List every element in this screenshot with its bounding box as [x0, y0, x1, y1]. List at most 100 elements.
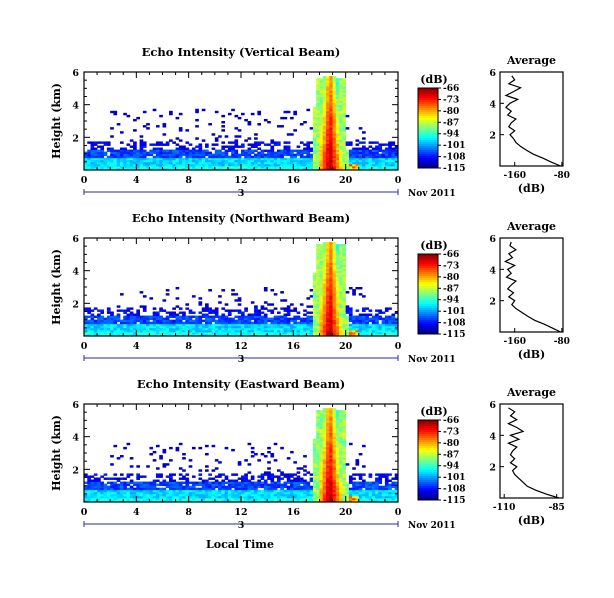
heatmap-cell	[103, 319, 108, 323]
heatmap-cell	[371, 331, 376, 335]
heatmap-cell	[205, 325, 209, 329]
heatmap-cell	[133, 161, 137, 165]
heatmap-cell	[100, 317, 105, 321]
heatmap-cell	[332, 493, 337, 497]
heatmap-cell	[241, 495, 245, 499]
heatmap-cell	[319, 272, 324, 276]
colorbar-swatch	[418, 280, 438, 283]
heatmap-cell	[339, 108, 343, 112]
heatmap-cell	[319, 483, 324, 487]
heatmap-cell	[214, 479, 219, 482]
heatmap-cell	[316, 90, 320, 93]
heatmap-cell	[342, 487, 347, 491]
heatmap-cell	[342, 442, 347, 446]
heatmap-cell	[191, 499, 196, 503]
heatmap-cell	[87, 315, 91, 319]
heatmap-cell	[263, 317, 268, 321]
heatmap-cell	[201, 327, 206, 331]
colorbar-tick-label: -115	[443, 330, 466, 340]
heatmap-cell	[362, 465, 366, 468]
heatmap-cell	[381, 319, 386, 323]
heatmap-cell	[198, 301, 203, 304]
heatmap-cell	[381, 329, 386, 333]
heatmap-cell	[322, 493, 327, 497]
heatmap-cell	[247, 333, 252, 337]
heatmap-cell	[155, 491, 160, 495]
heatmap-cell	[267, 309, 271, 312]
heatmap-cell	[332, 76, 337, 79]
heatmap-cell	[201, 153, 206, 157]
heatmap-cell	[339, 260, 343, 263]
heatmap-cell	[159, 315, 163, 319]
heatmap-cell	[205, 319, 209, 323]
heatmap-cell	[384, 319, 389, 323]
heatmap-cell	[221, 141, 226, 144]
heatmap-cell	[218, 157, 222, 161]
heatmap-cell	[175, 487, 180, 491]
heatmap-cell	[260, 307, 265, 310]
heatmap-cell	[231, 289, 235, 292]
heatmap-cell	[247, 149, 252, 153]
heatmap-cell	[335, 444, 340, 448]
heatmap-cell	[231, 491, 235, 495]
heatmap-cell	[136, 149, 140, 153]
heatmap-cell	[326, 127, 330, 130]
heatmap-cell	[332, 333, 337, 337]
heatmap-cell	[178, 333, 183, 337]
heatmap-cell	[342, 161, 347, 165]
heatmap-cell	[273, 499, 278, 503]
heatmap-cell	[335, 106, 340, 110]
heatmap-cell	[342, 440, 347, 444]
colorbar-swatch	[418, 444, 438, 447]
heatmap-cell	[221, 317, 226, 321]
heatmap-cell	[326, 260, 330, 263]
heatmap-cell	[339, 418, 343, 421]
heatmap-cell	[231, 145, 235, 148]
heatmap-cell	[326, 321, 330, 325]
heatmap-cell	[195, 149, 199, 153]
heatmap-cell	[322, 163, 327, 167]
heatmap-cell	[381, 317, 386, 321]
heatmap-cell	[247, 329, 252, 333]
heatmap-cell	[178, 163, 183, 167]
heatmap-cell	[185, 141, 190, 144]
heatmap-cell	[165, 493, 170, 497]
heatmap-cell	[384, 321, 389, 325]
colorbar-swatch	[418, 90, 438, 93]
heatmap-cell	[224, 446, 229, 450]
heatmap-cell	[231, 325, 235, 329]
heatmap-cell	[329, 246, 333, 249]
heatmap-cell	[234, 481, 239, 485]
heatmap-cell	[312, 149, 317, 153]
heatmap-cell	[250, 331, 255, 335]
heatmap-cell	[286, 491, 291, 495]
heatmap-cell	[319, 137, 324, 140]
heatmap-cell	[93, 165, 98, 169]
heatmap-cell	[316, 129, 320, 132]
heatmap-cell	[362, 495, 366, 499]
colorbar-swatch	[418, 268, 438, 271]
heatmap-cell	[276, 311, 281, 314]
heatmap-cell	[352, 321, 356, 325]
heatmap-cell	[339, 297, 343, 300]
heatmap-cell	[326, 90, 330, 93]
heatmap-cell	[152, 319, 157, 323]
heatmap-cell	[335, 116, 340, 120]
heatmap-cell	[119, 157, 124, 161]
heatmap-cell	[355, 491, 360, 495]
heatmap-cell	[165, 315, 170, 319]
heatmap-cell	[214, 459, 219, 462]
heatmap-cell	[329, 432, 333, 436]
heatmap-cell	[375, 327, 379, 331]
heatmap-cell	[345, 327, 350, 331]
heatmap-cell	[293, 487, 297, 491]
heatmap-cell	[290, 487, 294, 491]
heatmap-cell	[326, 301, 330, 304]
heatmap-cell	[123, 319, 127, 323]
heatmap-cell	[339, 410, 343, 413]
heatmap-cell	[142, 321, 147, 325]
heatmap-cell	[191, 163, 196, 167]
heatmap-cell	[165, 317, 170, 321]
heatmap-cell	[273, 495, 278, 499]
heatmap-cell	[267, 467, 271, 470]
